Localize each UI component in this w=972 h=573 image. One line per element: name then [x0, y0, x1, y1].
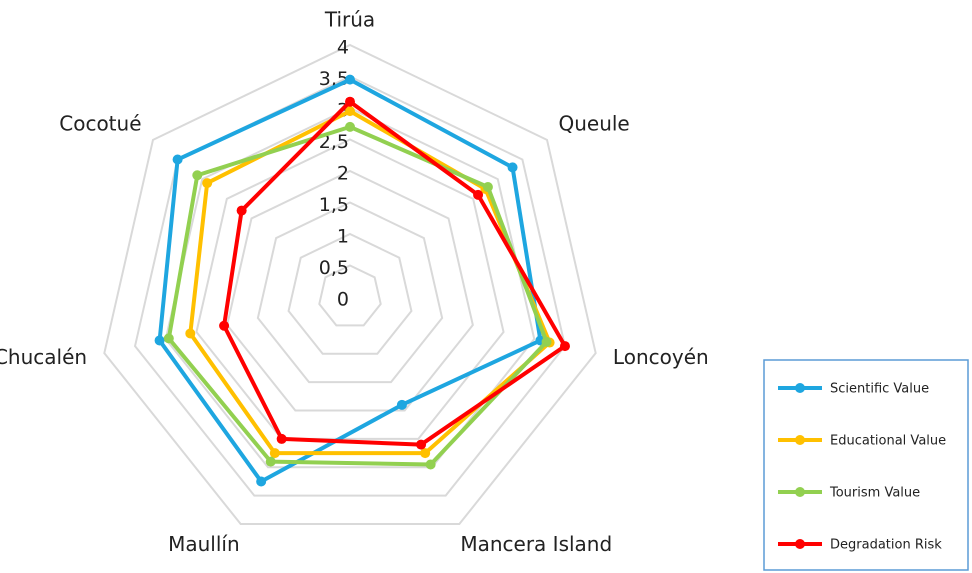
- category-label: Tirúa: [324, 8, 375, 32]
- series-line: [157, 77, 543, 484]
- data-point: [473, 189, 484, 200]
- legend-marker: [795, 539, 805, 549]
- grid-ring: [195, 138, 505, 440]
- grid-ring: [256, 201, 444, 384]
- data-point: [202, 178, 213, 189]
- y-tick-label: 0,5: [319, 257, 349, 279]
- grid-ring: [133, 75, 567, 497]
- series-line: [166, 124, 549, 467]
- data-point: [276, 433, 287, 444]
- category-label: Loncoyén: [613, 345, 709, 369]
- legend-label: Educational Value: [830, 434, 946, 449]
- data-point: [482, 182, 493, 193]
- y-tick-label: 0: [337, 289, 349, 311]
- legend-marker: [795, 383, 805, 393]
- data-point: [345, 74, 355, 85]
- data-point: [425, 459, 436, 470]
- data-point: [345, 96, 355, 107]
- legend-label: Tourism Value: [829, 486, 920, 501]
- category-label: Mancera Island: [460, 532, 612, 556]
- grid-ring: [318, 264, 382, 327]
- data-point: [163, 333, 174, 344]
- category-label: Cocotué: [59, 111, 141, 135]
- legend-label: Degradation Risk: [830, 538, 942, 553]
- series-line: [188, 109, 552, 456]
- grid-ring: [164, 106, 536, 469]
- data-point: [420, 448, 431, 459]
- grid-ring: [226, 169, 474, 412]
- category-label: Queule: [558, 111, 629, 135]
- category-label: Chucalén: [0, 345, 87, 369]
- data-point: [507, 162, 518, 173]
- series-line: [222, 99, 567, 447]
- category-label: Maullín: [168, 532, 240, 556]
- y-tick-label: 1: [337, 226, 349, 248]
- data-point: [172, 154, 183, 165]
- data-point: [541, 336, 552, 347]
- legend-marker: [795, 435, 805, 445]
- data-point: [396, 399, 407, 410]
- data-point: [345, 106, 355, 117]
- data-point: [345, 121, 355, 132]
- y-tick-label: 2: [337, 163, 349, 185]
- data-point: [265, 456, 276, 467]
- data-point: [185, 328, 196, 339]
- data-point: [154, 335, 165, 346]
- y-tick-label: 2,5: [319, 131, 349, 153]
- legend-marker: [795, 487, 805, 497]
- y-tick-label: 4: [337, 37, 349, 59]
- data-point: [256, 476, 267, 487]
- data-point: [416, 439, 427, 450]
- data-point: [559, 341, 570, 352]
- y-tick-label: 1,5: [319, 194, 349, 216]
- data-point: [192, 170, 203, 181]
- data-point: [236, 205, 247, 216]
- grid-ring: [103, 43, 597, 526]
- legend-label: Scientific Value: [830, 382, 929, 397]
- legend-box: [763, 359, 969, 571]
- data-point: [269, 448, 280, 459]
- data-point: [219, 320, 230, 331]
- grid-ring: [287, 232, 413, 355]
